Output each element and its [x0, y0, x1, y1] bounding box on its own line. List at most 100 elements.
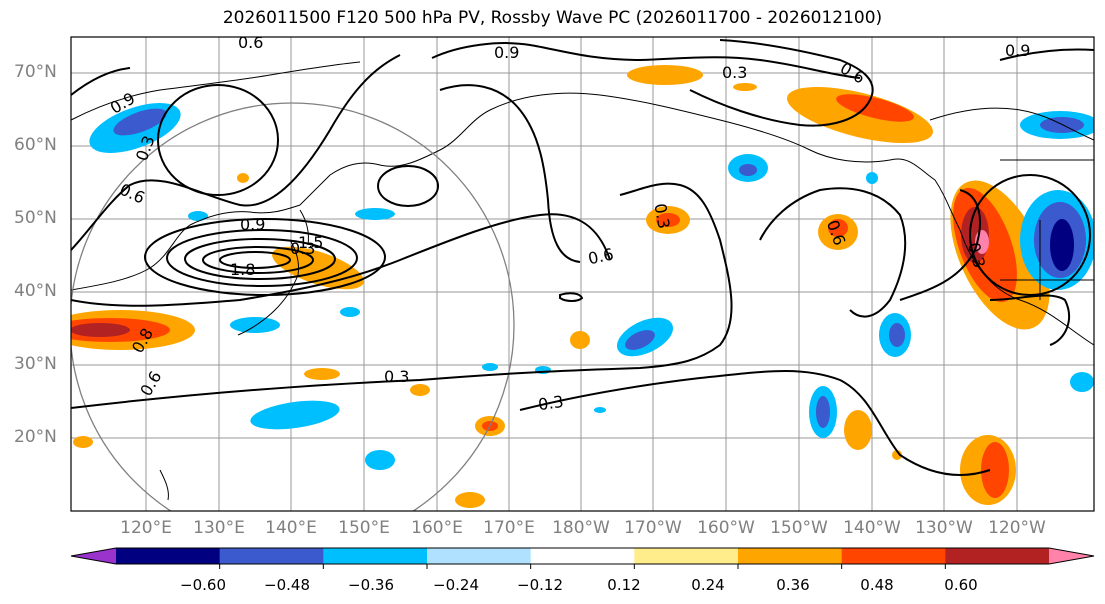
contour-line [989, 294, 1070, 346]
projection-circle-icon [71, 102, 515, 511]
anomaly-patch [1050, 219, 1074, 271]
lat-label: 40°N [14, 281, 57, 301]
anomaly-patch [570, 331, 590, 349]
lon-label: 120°W [988, 518, 1046, 538]
colorbar-segment [738, 548, 843, 564]
lon-label: 170°E [483, 518, 535, 538]
contour-line [71, 182, 733, 409]
anomaly-patch [410, 384, 430, 396]
contour-line [157, 84, 279, 196]
anomaly-patch [836, 94, 914, 122]
colorbar-segment [1049, 548, 1094, 564]
anomaly-patch [866, 172, 878, 184]
colorbar-tick-label: −0.12 [517, 576, 563, 594]
lon-label: 150°W [770, 518, 828, 538]
anomaly-patch [981, 442, 1009, 498]
anomaly-patch [73, 436, 93, 448]
lon-label: 160°W [697, 518, 755, 538]
lon-label: 170°W [624, 518, 682, 538]
colorbar-segment [634, 548, 739, 564]
anomaly-patch [787, 86, 933, 144]
contour-label: 0.9 [1005, 41, 1030, 60]
anomaly-patch [113, 108, 167, 136]
anomaly-patch [816, 396, 830, 428]
colorbar-segment [530, 548, 635, 564]
anomaly-patch [656, 213, 680, 227]
contour-label: 0.6 [136, 368, 165, 400]
lat-label: 50°N [14, 208, 57, 228]
colorbar-tick-label: −0.60 [180, 576, 226, 594]
map-title: 2026011500 F120 500 hPa PV, Rossby Wave … [222, 8, 883, 28]
colorbar-tick-label: −0.24 [433, 576, 479, 594]
anomaly-patch [237, 173, 249, 183]
colorbar-tick-label: −0.48 [264, 576, 310, 594]
colorbar-segment [219, 548, 324, 564]
contour-line [377, 165, 439, 207]
anomaly-patch [889, 323, 905, 347]
colorbar-tick-label: 0.24 [691, 576, 725, 594]
contour-line [219, 251, 291, 269]
colorbar-segment [323, 548, 428, 564]
anomaly-patch [739, 164, 757, 176]
colorbar-tick-label: −0.36 [348, 576, 394, 594]
lon-label: 130°E [193, 518, 245, 538]
contour-line [969, 174, 1091, 296]
map-frame [70, 36, 1095, 512]
anomaly-patch [455, 492, 485, 508]
contour-line [71, 54, 401, 251]
lon-label: 180°W [552, 518, 610, 538]
anomaly-patch [71, 323, 130, 337]
colorbar-tick-label: 0.12 [607, 576, 641, 594]
colorbar-segment [71, 548, 116, 564]
contour-line [899, 189, 981, 301]
contour-line [999, 48, 1094, 61]
lat-label: 60°N [14, 135, 57, 155]
contour-line [71, 67, 131, 96]
lat-label: 20°N [14, 427, 57, 447]
contour-label: 0.3 [650, 202, 673, 230]
lon-label: 140°W [843, 518, 901, 538]
contour-label: 0.6 [837, 58, 869, 87]
contour-label: 0.3 [722, 63, 747, 82]
colorbar-tick-label: 0.60 [944, 576, 978, 594]
contour-line [559, 292, 584, 302]
contour-line [71, 213, 611, 307]
anomaly-patch [304, 368, 340, 380]
contour-label: 0.3 [290, 239, 315, 258]
anomaly-patch [250, 400, 340, 430]
anomaly-patch [230, 317, 280, 333]
anomaly-patch [1070, 372, 1094, 392]
contour-label: 0.9 [494, 43, 519, 62]
lon-label: 120°E [120, 518, 172, 538]
anomaly-patch [733, 83, 757, 91]
anomaly-patch [844, 410, 872, 450]
contour-label: 1.5 [298, 233, 323, 252]
contour-line [689, 39, 874, 127]
lat-label: 30°N [14, 354, 57, 374]
contour-line [431, 42, 861, 79]
lon-label: 150°E [338, 518, 390, 538]
pv-anomaly-fill [71, 65, 1094, 508]
contour-line [202, 246, 314, 274]
lon-label: 130°W [915, 518, 973, 538]
anomaly-patch [892, 450, 902, 460]
graticule [71, 37, 1094, 511]
colorbar-segment [945, 548, 1050, 564]
colorbar-tick-label: 0.48 [860, 576, 894, 594]
lat-label: 70°N [14, 62, 57, 82]
contour-line [759, 187, 907, 318]
colorbar [70, 547, 1095, 569]
anomaly-patch [625, 330, 655, 350]
contour-label: 0.6 [238, 33, 263, 52]
anomaly-patch [365, 450, 395, 470]
anomaly-patch [482, 363, 498, 371]
lon-label: 160°E [411, 518, 463, 538]
anomaly-patch [188, 211, 208, 221]
contour-label: 0.3 [384, 367, 409, 386]
contour-line [184, 238, 336, 280]
colorbar-segment [116, 548, 221, 564]
contour-label: 1.8 [230, 260, 255, 279]
contour-line [166, 229, 358, 287]
contour-line [519, 370, 991, 476]
